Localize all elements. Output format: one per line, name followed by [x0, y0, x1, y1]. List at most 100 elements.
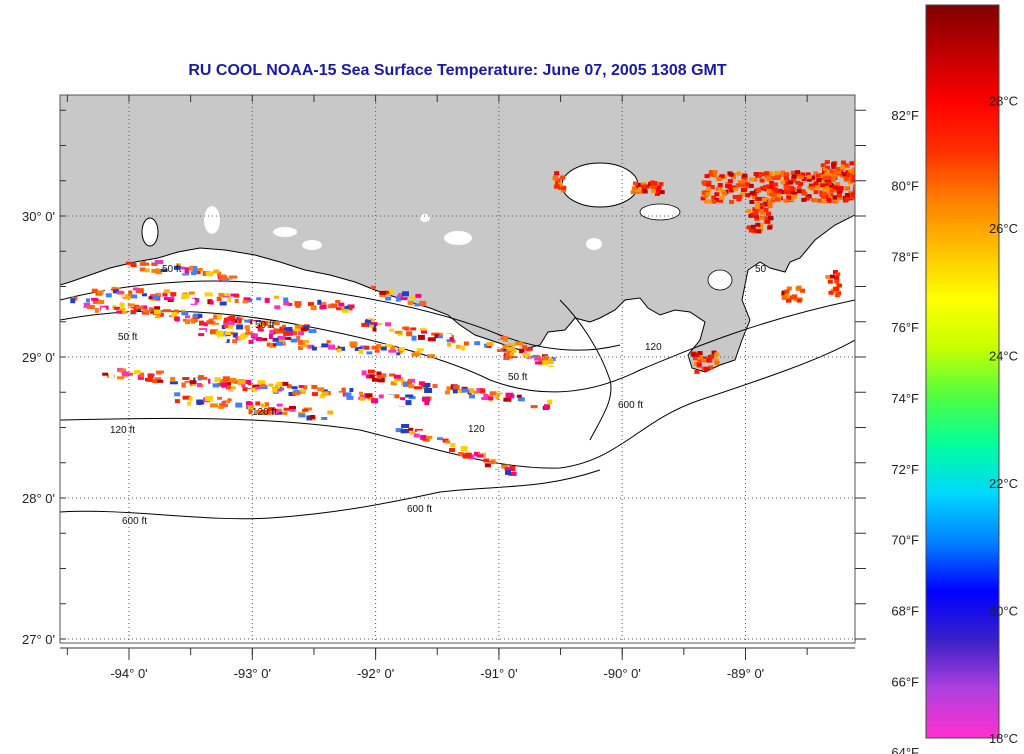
sst-pixel — [509, 352, 514, 356]
sst-pixel — [218, 292, 224, 297]
sst-pixel — [402, 291, 409, 297]
sst-pixel — [246, 298, 253, 303]
sst-pixel — [257, 328, 264, 332]
sst-pixel — [447, 342, 452, 347]
sst-pixel — [222, 381, 227, 385]
sst-pixel — [820, 194, 826, 199]
sst-pixel — [109, 372, 114, 378]
contour-600ft — [60, 339, 855, 469]
sst-pixel — [464, 452, 472, 458]
contour-labels: 50 ft 50 ft 50 ft 120 ft 120 ft 600 ft 6… — [110, 264, 767, 527]
sst-pixel — [367, 318, 375, 322]
sst-pixel — [311, 345, 317, 351]
sst-pixel — [827, 181, 832, 186]
sst-pixel — [214, 377, 221, 383]
sst-pixel — [154, 306, 161, 311]
sst-pixel — [796, 186, 802, 191]
sst-pixel — [746, 225, 752, 230]
sst-pixel — [169, 381, 178, 385]
sst-pixel — [213, 314, 221, 320]
sst-pixel — [307, 344, 314, 349]
contour-label: 120 ft — [110, 425, 135, 436]
sst-pixel — [813, 171, 819, 176]
sst-pixel — [389, 328, 395, 332]
sst-pixel — [719, 195, 725, 200]
sst-pixel — [697, 351, 703, 355]
sst-pixel — [162, 309, 171, 313]
map-content — [60, 95, 855, 520]
lon-tick-labels: -94° 0' -93° 0' -92° 0' -91° 0' -90° 0' -89° … — [110, 666, 764, 681]
sst-pixel — [227, 398, 232, 402]
sst-pixel — [435, 440, 440, 444]
sst-pixel — [185, 315, 190, 319]
sst-pixel — [411, 352, 420, 357]
sst-pixel — [539, 359, 544, 363]
lon-tick-label: -93° 0' — [234, 666, 271, 681]
sst-pixel — [821, 179, 827, 184]
contour-label: 600 ft — [618, 400, 643, 411]
sst-pixel — [228, 315, 236, 321]
sst-pixel — [145, 310, 150, 315]
sst-pixel — [752, 228, 758, 233]
sst-pixel — [283, 407, 291, 411]
sst-pixel — [852, 187, 855, 192]
sst-pixel — [457, 452, 462, 455]
sst-pixel — [641, 182, 647, 187]
sst-pixel — [152, 262, 158, 266]
lon-tick-label: -91° 0' — [480, 666, 517, 681]
sst-pixel — [832, 173, 838, 178]
sst-pixel — [694, 356, 700, 361]
sst-pixel — [424, 435, 433, 439]
sst-pixel — [311, 392, 318, 397]
sst-pixel — [708, 172, 714, 177]
sst-pixel — [561, 188, 567, 193]
sst-pixel — [780, 190, 786, 194]
sst-pixel — [209, 300, 214, 305]
sst-pixel — [414, 386, 422, 390]
sst-pixel — [516, 394, 522, 398]
sst-pixel — [423, 383, 430, 388]
sst-pixel — [277, 388, 283, 392]
sst-pixel — [341, 307, 350, 311]
sst-pixel — [133, 370, 141, 375]
sst-pixel — [272, 337, 279, 342]
sst-pixel — [697, 355, 703, 360]
sst-pixel — [328, 344, 335, 350]
sst-pixel — [821, 191, 827, 195]
sst-pixel — [204, 292, 213, 297]
colorbar-c-label: 28°C — [989, 94, 1018, 109]
sst-pixel — [658, 182, 664, 187]
sst-pixel — [286, 384, 292, 389]
sst-pixel — [403, 381, 409, 387]
sst-pixel — [552, 175, 558, 180]
sst-pixel — [385, 296, 392, 301]
sst-pixel — [219, 301, 227, 306]
sst-pixel — [132, 287, 139, 291]
sst-pixel — [141, 305, 148, 310]
sst-pixel — [379, 294, 386, 298]
sst-pixel — [119, 310, 127, 314]
sst-pixel — [729, 199, 735, 204]
sst-pixel — [364, 345, 370, 350]
sst-pixel — [321, 301, 326, 305]
sst-pixel — [544, 404, 550, 410]
sst-pixel — [461, 388, 469, 393]
sst-pixel — [255, 386, 261, 390]
sst-pixel — [554, 184, 560, 189]
sst-pixel — [788, 180, 794, 185]
sst-pixel — [400, 397, 405, 401]
sst-pixel — [344, 392, 352, 397]
sst-pixel — [212, 383, 220, 388]
sst-pixel — [776, 194, 782, 199]
colorbar-f-label: 68°F — [891, 604, 919, 619]
sst-pixel — [784, 172, 790, 177]
sst-pixel — [361, 370, 367, 376]
sst-pixel — [217, 271, 221, 277]
sst-pixel — [654, 187, 660, 192]
sst-pixel — [193, 314, 198, 318]
sst-pixel — [197, 377, 202, 381]
sst-pixel — [450, 338, 455, 342]
sst-pixel — [519, 349, 524, 354]
sst-pixel — [792, 294, 798, 299]
sst-pixel — [800, 172, 806, 177]
